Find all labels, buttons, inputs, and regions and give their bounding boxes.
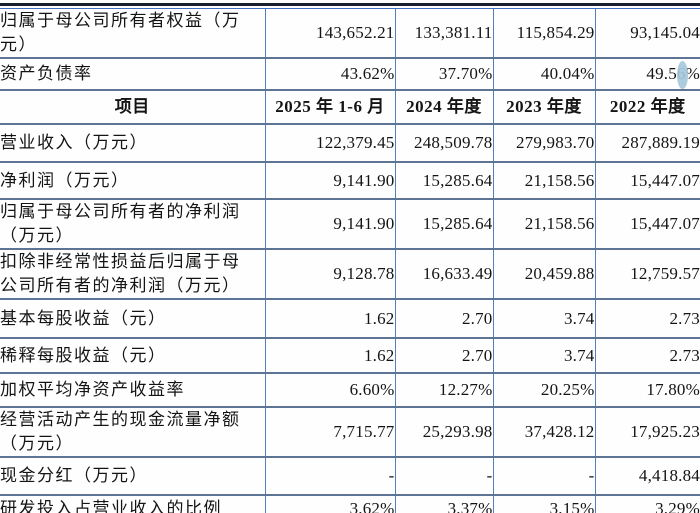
value-cell: 2.70 <box>394 338 493 374</box>
row-label: 扣除非经常性损益后归属于母 公司所有者的净利润（万元） <box>0 249 265 300</box>
value-cell: 6.60% <box>264 373 395 408</box>
row-label: 归属于母公司所有者权益（万 元） <box>0 9 265 59</box>
value-cell: 9,128.78 <box>264 249 395 300</box>
value-cell: 1.62 <box>264 338 395 374</box>
value-cell: 1.62 <box>264 299 395 339</box>
table-row: 资产负债率 43.62% 37.70% 40.04% 49.56% <box>0 58 700 91</box>
value-cell: 20.25% <box>492 373 595 408</box>
table-row: 营业收入（万元） 122,379.45 248,509.78 279,983.7… <box>0 124 700 163</box>
value-cell: 93,145.04 <box>594 9 700 59</box>
value-cell: 2.73 <box>594 338 700 374</box>
value-cell: 37,428.12 <box>492 407 595 458</box>
row-label: 净利润（万元） <box>0 162 265 200</box>
header-period-cell: 2024 年度 <box>394 90 493 125</box>
table-row: 扣除非经常性损益后归属于母 公司所有者的净利润（万元） 9,128.78 16,… <box>0 249 700 300</box>
value-cell: 9,141.90 <box>264 199 395 250</box>
table-row: 归属于母公司所有者的净利润 （万元） 9,141.90 15,285.64 21… <box>0 199 700 250</box>
value-cell: - <box>394 457 493 496</box>
header-period-cell: 2025 年 1-6 月 <box>264 90 395 125</box>
value-cell: 17.80% <box>594 373 700 408</box>
row-label: 资产负债率 <box>0 58 265 91</box>
value-cell: 37.70% <box>394 58 493 91</box>
header-period-cell: 2022 年度 <box>594 90 700 125</box>
header-period-cell: 2023 年度 <box>492 90 595 125</box>
selection-handle-icon[interactable] <box>677 61 688 89</box>
value-cell: 279,983.70 <box>492 124 595 163</box>
table-header-row: 项目 2025 年 1-6 月 2024 年度 2023 年度 2022 年度 <box>0 90 700 125</box>
row-label: 稀释每股收益（元） <box>0 338 265 374</box>
row-label: 现金分红（万元） <box>0 457 265 496</box>
value-cell: 248,509.78 <box>394 124 493 163</box>
value-cell: 7,715.77 <box>264 407 395 458</box>
value-cell: 43.62% <box>264 58 395 91</box>
value-cell: 15,285.64 <box>394 162 493 200</box>
table-row: 加权平均净资产收益率 6.60% 12.27% 20.25% 17.80% <box>0 373 700 408</box>
value-cell: 12,759.57 <box>594 249 700 300</box>
value-cell: 2.73 <box>594 299 700 339</box>
value-cell: 3.15% <box>492 495 595 513</box>
table-row: 现金分红（万元） - - - 4,418.84 <box>0 457 700 496</box>
value-cell: 4,418.84 <box>594 457 700 496</box>
value-cell: 15,447.07 <box>594 199 700 250</box>
value-cell: 15,447.07 <box>594 162 700 200</box>
value-cell: 3.74 <box>492 299 595 339</box>
value-cell: 122,379.45 <box>264 124 395 163</box>
table-row: 经营活动产生的现金流量净额 （万元） 7,715.77 25,293.98 37… <box>0 407 700 458</box>
row-label: 营业收入（万元） <box>0 124 265 163</box>
value-cell: - <box>492 457 595 496</box>
row-label: 研发投入占营业收入的比例 <box>0 499 222 513</box>
value-cell: 2.70 <box>394 299 493 339</box>
table-row: 稀释每股收益（元） 1.62 2.70 3.74 2.73 <box>0 338 700 374</box>
header-item-cell: 项目 <box>0 90 265 125</box>
value-cell: 15,285.64 <box>394 199 493 250</box>
value-cell: 25,293.98 <box>394 407 493 458</box>
row-label: 归属于母公司所有者的净利润 （万元） <box>0 199 265 250</box>
financial-indicators-table: 归属于母公司所有者权益（万 元） 143,652.21 133,381.11 1… <box>0 9 700 513</box>
value-cell: 21,158.56 <box>492 199 595 250</box>
row-label: 加权平均净资产收益率 <box>0 373 265 408</box>
table-row: 基本每股收益（元） 1.62 2.70 3.74 2.73 <box>0 299 700 339</box>
table-row: 研发投入占营业收入的比例 3.62% 3.37% 3.15% 3.29% <box>0 495 700 513</box>
value-cell: 3.37% <box>394 495 493 513</box>
value-cell: 133,381.11 <box>394 9 493 59</box>
value-cell: 3.29% <box>594 495 700 513</box>
value-cell: 12.27% <box>394 373 493 408</box>
top-rule <box>0 3 700 6</box>
row-label: 基本每股收益（元） <box>0 299 265 339</box>
value-cell: 3.74 <box>492 338 595 374</box>
value-cell: 3.62% <box>264 495 395 513</box>
value-cell: - <box>264 457 395 496</box>
row-label: 经营活动产生的现金流量净额 （万元） <box>0 407 265 458</box>
value-cell: 20,459.88 <box>492 249 595 300</box>
top-accent-rule <box>0 8 700 9</box>
value-cell: 21,158.56 <box>492 162 595 200</box>
value-cell: 287,889.19 <box>594 124 700 163</box>
value-cell: 143,652.21 <box>264 9 395 59</box>
value-cell: 9,141.90 <box>264 162 395 200</box>
table-row: 净利润（万元） 9,141.90 15,285.64 21,158.56 15,… <box>0 162 700 200</box>
value-cell: 115,854.29 <box>492 9 595 59</box>
value-cell: 17,925.23 <box>594 407 700 458</box>
table-row: 归属于母公司所有者权益（万 元） 143,652.21 133,381.11 1… <box>0 9 700 59</box>
value-cell: 40.04% <box>492 58 595 91</box>
value-cell: 16,633.49 <box>394 249 493 300</box>
